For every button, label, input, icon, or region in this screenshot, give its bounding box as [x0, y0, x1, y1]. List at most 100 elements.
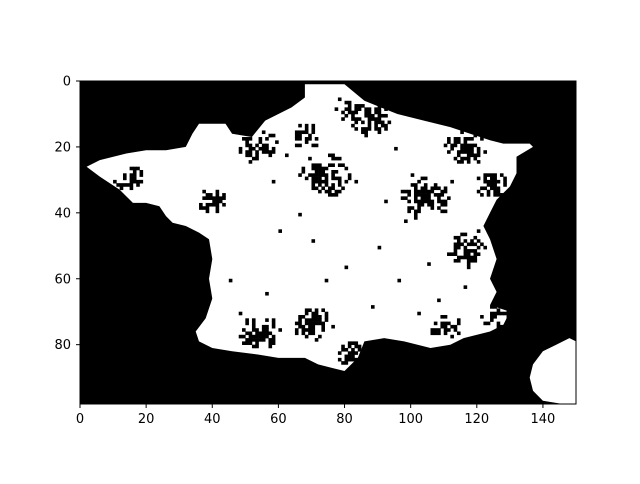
mask-cell: [245, 338, 249, 342]
dense-region-9: [294, 308, 335, 342]
mask-cell: [473, 156, 478, 161]
mask-cell: [308, 308, 312, 313]
mask-cell: [490, 311, 494, 316]
mask-cell: [271, 324, 276, 329]
mask-cell: [222, 196, 226, 200]
mask-cell: [119, 186, 124, 191]
mask-cell: [377, 120, 382, 125]
mask-cell: [453, 258, 458, 263]
mask-cell: [380, 123, 385, 128]
mask-cell: [328, 186, 332, 191]
mask-cell: [255, 338, 259, 342]
mask-cell: [304, 137, 309, 141]
mask-cell: [136, 166, 140, 171]
mask-cell: [334, 156, 339, 161]
mask-cell: [271, 338, 276, 342]
mask-cell: [476, 252, 481, 256]
mask-cell: [242, 328, 246, 332]
mask-cell: [251, 318, 256, 322]
mask-cell: [473, 242, 478, 247]
mask-cell: [255, 341, 259, 345]
mask-cell: [341, 186, 345, 191]
mask-cell: [417, 199, 421, 204]
mask-cell: [437, 206, 441, 210]
mask-cell: [420, 176, 425, 181]
mask-cell: [331, 176, 335, 181]
mask-cell: [318, 318, 322, 322]
mask-cell: [456, 242, 461, 247]
mask-cell: [311, 318, 316, 322]
mask-cell: [255, 328, 259, 332]
mask-cell: [122, 173, 127, 177]
mask-cell: [470, 249, 474, 253]
mask-cell: [413, 189, 418, 194]
mask-cell: [437, 328, 441, 332]
mask-cell: [364, 130, 368, 135]
mask-cell: [344, 265, 349, 270]
mask-cell: [367, 107, 372, 111]
mask-cell: [443, 328, 448, 332]
mask-cell: [132, 173, 137, 177]
mask-cell: [453, 242, 458, 247]
mask-cell: [456, 140, 461, 144]
mask-cell: [483, 245, 488, 250]
mask-cell: [298, 173, 302, 177]
mask-cell: [251, 338, 256, 342]
mask-cell: [321, 166, 325, 171]
mask-cell: [318, 173, 322, 177]
mask-cell: [308, 324, 312, 329]
mask-cell: [437, 196, 441, 200]
mask-cell: [496, 193, 501, 197]
mask-cell: [367, 127, 372, 131]
mask-cell: [318, 334, 322, 339]
mask-cell: [132, 176, 137, 181]
mask-cell: [215, 196, 220, 200]
mask-cell: [503, 176, 507, 181]
mask-cell: [113, 179, 117, 184]
mask-cell: [304, 123, 309, 128]
mask-cell: [202, 196, 206, 200]
mask-cell: [129, 179, 134, 184]
mask-cell: [486, 189, 491, 194]
mask-cell: [453, 235, 458, 240]
mask-cell: [440, 315, 445, 319]
mask-cell: [208, 202, 213, 207]
mask-cell: [377, 127, 382, 131]
mask-cell: [480, 242, 484, 247]
mask-cell: [308, 133, 312, 138]
mask-cell: [341, 361, 345, 365]
mask-cell: [420, 196, 425, 200]
mask-cell: [486, 321, 491, 326]
mask-cell: [440, 193, 445, 197]
mask-cell: [271, 318, 276, 322]
mask-cell: [311, 163, 316, 167]
mask-cell: [334, 193, 339, 197]
mask-cell: [251, 344, 256, 349]
mask-cell: [437, 199, 441, 204]
mask-cell: [351, 354, 355, 359]
mask-cell: [251, 324, 256, 329]
mask-cell: [476, 229, 481, 233]
mask-cell: [470, 146, 474, 151]
mask-cell: [337, 189, 342, 194]
mask-cell: [245, 137, 249, 141]
mask-cell: [132, 179, 137, 184]
mask-cell: [311, 143, 316, 148]
mask-cell: [139, 169, 144, 174]
mask-cell: [480, 193, 484, 197]
mask-cell: [321, 324, 325, 329]
mask-cell: [503, 183, 507, 187]
mask-cell: [265, 146, 269, 151]
mask-cell: [410, 206, 415, 210]
mask-cell: [354, 117, 359, 121]
mask-cell: [311, 311, 316, 316]
mask-cell: [324, 176, 329, 181]
mask-cell: [496, 308, 501, 313]
mask-cell: [427, 189, 431, 194]
mask-cell: [337, 357, 342, 362]
mask-cell: [417, 202, 421, 207]
mask-cell: [314, 186, 319, 191]
mask-cell: [466, 156, 471, 161]
mask-cell: [341, 117, 345, 121]
